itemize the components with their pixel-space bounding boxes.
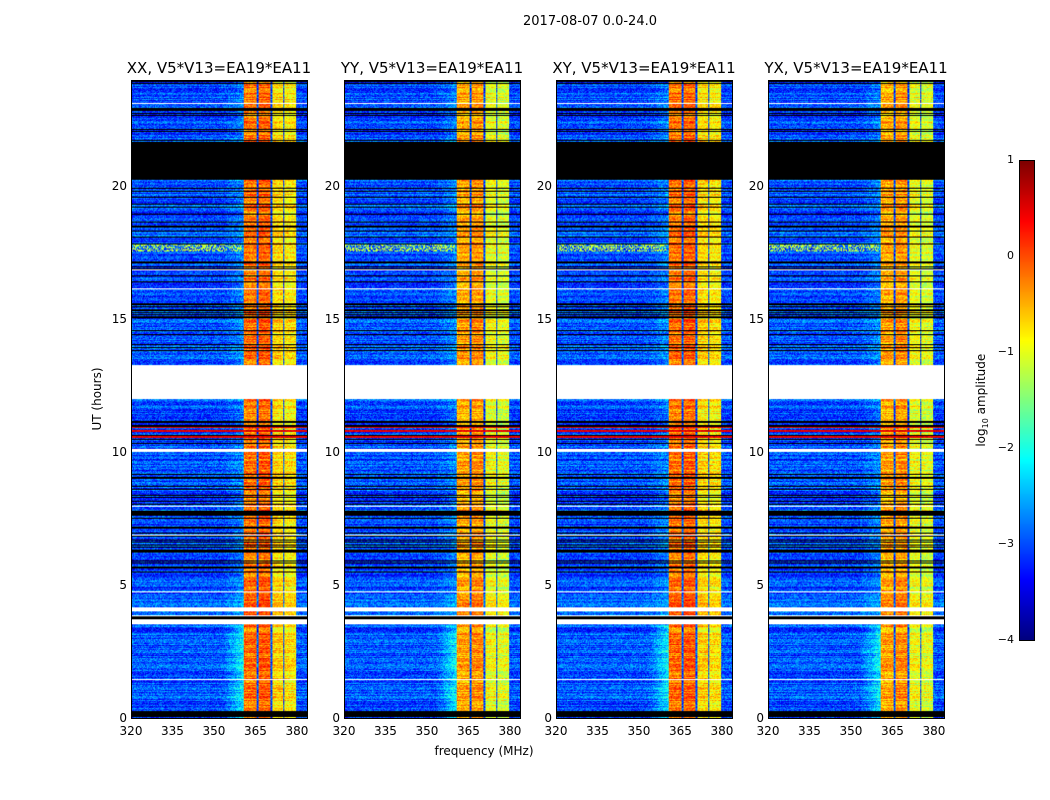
colorbar-tick-label: −1 — [997, 345, 1014, 358]
y-tick-label: 0 — [544, 711, 552, 725]
y-tick-label: 10 — [111, 444, 127, 459]
colorbar-label: log10 amplitude — [974, 330, 990, 470]
x-tick-label: 350 — [202, 724, 226, 738]
y-tick-label: 20 — [111, 178, 127, 193]
waterfall-panel-0 — [131, 80, 308, 719]
panel-title: XX, V5*V13=EA19*EA11 — [126, 59, 312, 77]
y-tick-label: 10 — [536, 444, 552, 459]
x-axis-label: frequency (MHz) — [434, 744, 534, 758]
x-tick-label: 365 — [457, 724, 480, 738]
x-tick-label: 335 — [798, 724, 821, 738]
colorbar-tick-label: 1 — [1007, 153, 1014, 166]
x-tick-label: 335 — [586, 724, 609, 738]
x-tick-label: 320 — [544, 724, 568, 738]
y-tick-label: 15 — [111, 311, 127, 326]
x-tick-label: 350 — [415, 724, 439, 738]
y-tick-label: 0 — [119, 711, 127, 725]
panel-title: YY, V5*V13=EA19*EA11 — [340, 59, 524, 77]
waterfall-panel-1 — [344, 80, 521, 719]
colorbar — [1019, 160, 1035, 641]
y-tick-label: 15 — [748, 311, 764, 326]
y-tick-label: 0 — [756, 711, 764, 725]
x-tick-label: 365 — [244, 724, 267, 738]
x-tick-label: 350 — [627, 724, 651, 738]
y-tick-label: 15 — [324, 311, 340, 326]
x-tick-label: 335 — [161, 724, 184, 738]
y-tick-label: 5 — [756, 577, 764, 592]
y-tick-label: 20 — [536, 178, 552, 193]
x-tick-label: 380 — [710, 724, 734, 738]
colorbar-label-sub: 10 — [981, 418, 991, 429]
x-tick-label: 380 — [285, 724, 309, 738]
colorbar-tick-label: −2 — [997, 441, 1014, 454]
y-axis-label: UT (hours) — [90, 367, 104, 431]
y-tick-label: 20 — [324, 178, 340, 193]
heatmap-canvas — [557, 81, 732, 718]
y-tick-label: 10 — [748, 444, 764, 459]
x-tick-label: 350 — [839, 724, 863, 738]
x-tick-label: 335 — [374, 724, 397, 738]
y-tick-label: 5 — [119, 577, 127, 592]
x-tick-label: 320 — [119, 724, 143, 738]
colorbar-tick-label: −4 — [997, 633, 1014, 646]
x-tick-label: 365 — [881, 724, 904, 738]
y-tick-label: 15 — [536, 311, 552, 326]
y-tick-label: 20 — [748, 178, 764, 193]
colorbar-label-rest: amplitude — [973, 353, 988, 419]
panel-title: YX, V5*V13=EA19*EA11 — [764, 59, 948, 77]
y-tick-label: 10 — [324, 444, 340, 459]
colorbar-label-main: log — [973, 428, 988, 447]
colorbar-tick-label: −3 — [997, 537, 1014, 550]
heatmap-canvas — [345, 81, 520, 718]
y-tick-label: 0 — [332, 711, 340, 725]
y-tick-label: 5 — [332, 577, 340, 592]
colorbar-tick-label: 0 — [1007, 249, 1014, 262]
x-tick-label: 320 — [756, 724, 780, 738]
heatmap-canvas — [132, 81, 307, 718]
waterfall-panel-2 — [556, 80, 733, 719]
x-tick-label: 380 — [922, 724, 946, 738]
panel-title: XY, V5*V13=EA19*EA11 — [552, 59, 736, 77]
x-tick-label: 380 — [498, 724, 522, 738]
waterfall-panel-3 — [768, 80, 945, 719]
y-tick-label: 5 — [544, 577, 552, 592]
x-tick-label: 320 — [332, 724, 356, 738]
heatmap-canvas — [769, 81, 944, 718]
x-tick-label: 365 — [669, 724, 692, 738]
figure-title: 2017-08-07 0.0-24.0 — [523, 14, 657, 29]
